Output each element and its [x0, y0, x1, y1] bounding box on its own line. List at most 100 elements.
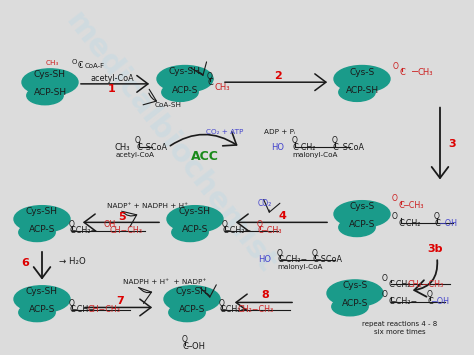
Text: ACP-SH: ACP-SH	[34, 88, 66, 97]
Text: O: O	[207, 72, 213, 81]
Text: CH₂−CH₃: CH₂−CH₃	[238, 305, 274, 315]
Text: C: C	[136, 143, 142, 152]
Text: malonyl-CoA: malonyl-CoA	[292, 152, 338, 158]
Text: ACP-S: ACP-S	[172, 86, 198, 95]
Text: O: O	[427, 290, 433, 299]
Text: CoA-SH: CoA-SH	[155, 102, 182, 108]
Text: 2: 2	[274, 71, 282, 81]
Text: C: C	[312, 255, 318, 264]
Ellipse shape	[339, 83, 375, 102]
Text: O: O	[69, 219, 75, 229]
Text: CO₂ + ATP: CO₂ + ATP	[206, 129, 244, 135]
Text: −: −	[411, 67, 419, 77]
Text: CO₂: CO₂	[258, 199, 272, 208]
Text: C: C	[292, 143, 298, 152]
Text: CH−CH₃: CH−CH₃	[109, 226, 143, 235]
Ellipse shape	[172, 223, 208, 241]
Ellipse shape	[169, 303, 205, 322]
Text: −CH₂−: −CH₂−	[219, 305, 247, 315]
Ellipse shape	[167, 206, 223, 233]
Text: CH−CH₃: CH−CH₃	[88, 305, 120, 315]
Text: O: O	[135, 136, 141, 145]
Text: −OH: −OH	[430, 297, 449, 306]
Text: → H₂O: → H₂O	[59, 257, 85, 266]
Text: Cys-SH: Cys-SH	[26, 287, 58, 296]
Text: −CH₂−: −CH₂−	[279, 255, 307, 264]
Text: C: C	[388, 297, 394, 306]
Text: −CH−: −CH−	[71, 305, 95, 315]
Text: 4: 4	[278, 211, 286, 221]
Text: O: O	[182, 335, 188, 344]
Text: 5: 5	[118, 212, 126, 222]
Text: Cys-S: Cys-S	[349, 68, 374, 77]
Text: 6: 6	[21, 258, 29, 268]
Text: repeat reactions 4 - 8: repeat reactions 4 - 8	[363, 321, 438, 327]
Text: O: O	[312, 249, 318, 258]
Text: CH₃: CH₃	[114, 143, 130, 152]
Ellipse shape	[164, 286, 220, 312]
Text: Cys-SH: Cys-SH	[169, 67, 201, 76]
Text: −CH₂−: −CH₂−	[294, 143, 322, 152]
Text: O: O	[219, 299, 225, 308]
Ellipse shape	[19, 303, 55, 322]
Text: NADPH + H⁺  + NADP⁺: NADPH + H⁺ + NADP⁺	[123, 279, 207, 285]
Text: O: O	[257, 219, 263, 229]
Text: Cys-SH: Cys-SH	[26, 207, 58, 216]
Text: medicalbiochemist: medicalbiochemist	[60, 6, 281, 278]
Ellipse shape	[162, 83, 198, 102]
Text: Cys-S: Cys-S	[342, 281, 368, 290]
Text: O: O	[393, 62, 399, 71]
Text: C: C	[332, 143, 338, 152]
Text: malonyl-CoA: malonyl-CoA	[277, 264, 323, 271]
Text: O: O	[277, 249, 283, 258]
Text: −CH₂−: −CH₂−	[69, 226, 97, 235]
Text: 3: 3	[448, 139, 456, 149]
Text: Cys-SH: Cys-SH	[34, 70, 66, 79]
Text: C: C	[222, 226, 228, 235]
Text: ACP-S: ACP-S	[29, 305, 55, 313]
Text: ACP-S: ACP-S	[349, 219, 375, 229]
Text: C: C	[77, 61, 82, 70]
Text: C: C	[182, 342, 188, 351]
Text: ACP-S: ACP-S	[342, 299, 368, 308]
Text: C: C	[257, 226, 263, 235]
Text: Cys-S: Cys-S	[349, 202, 374, 211]
Text: O: O	[392, 212, 398, 221]
Text: six more times: six more times	[374, 329, 426, 335]
Text: O: O	[222, 219, 228, 229]
Text: NADP⁺ + NADPH + H⁺: NADP⁺ + NADPH + H⁺	[108, 203, 189, 209]
Text: 7: 7	[116, 296, 124, 306]
Ellipse shape	[19, 223, 55, 241]
Text: −CH₂−: −CH₂−	[399, 219, 427, 228]
Text: Cys-SH: Cys-SH	[179, 207, 211, 216]
Ellipse shape	[14, 206, 70, 233]
Text: HO: HO	[258, 255, 272, 264]
Text: C: C	[398, 201, 404, 210]
Text: Cys-SH: Cys-SH	[176, 287, 208, 296]
Text: CH₃: CH₃	[417, 68, 433, 77]
Text: C: C	[434, 219, 440, 228]
Text: −CH₂−: −CH₂−	[223, 226, 251, 235]
Text: 8: 8	[261, 290, 269, 300]
Text: O: O	[382, 274, 388, 283]
Text: O: O	[292, 136, 298, 145]
Text: ACP-S: ACP-S	[179, 305, 205, 313]
Text: −OH: −OH	[185, 342, 205, 351]
Text: −OH: −OH	[438, 219, 457, 228]
Text: ADP + Pᵢ: ADP + Pᵢ	[264, 129, 296, 135]
Text: C: C	[277, 255, 283, 264]
Text: −CH₃: −CH₃	[402, 201, 424, 210]
Text: C: C	[388, 280, 394, 289]
Ellipse shape	[334, 201, 390, 227]
Text: CH₃: CH₃	[46, 60, 59, 66]
Text: CoA-F: CoA-F	[85, 62, 105, 69]
Text: −CH₂−: −CH₂−	[389, 297, 417, 306]
Ellipse shape	[334, 66, 390, 92]
Text: −CH₂−: −CH₂−	[389, 280, 417, 289]
Text: ACP-S: ACP-S	[29, 224, 55, 234]
Text: acetyl-CoA: acetyl-CoA	[90, 73, 134, 82]
Text: O: O	[71, 59, 77, 65]
Text: C: C	[399, 68, 405, 77]
Ellipse shape	[339, 218, 375, 236]
Ellipse shape	[157, 66, 213, 92]
